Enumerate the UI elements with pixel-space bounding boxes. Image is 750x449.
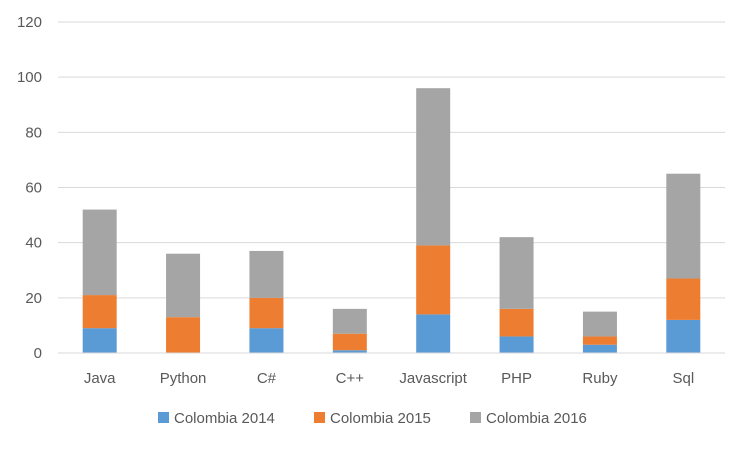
bar-segment [666, 173, 701, 279]
legend-swatch [158, 412, 169, 423]
bar-segment [82, 328, 117, 353]
bar-segment [249, 297, 284, 329]
bar-segment [332, 350, 367, 353]
legend-item: Colombia 2014 [158, 410, 275, 427]
bar-segment [332, 308, 367, 334]
y-tick-label: 80 [25, 124, 42, 141]
y-tick-label: 60 [25, 180, 42, 197]
legend-label: Colombia 2016 [486, 410, 587, 427]
bar-segment [416, 88, 451, 246]
legend-swatch [314, 412, 325, 423]
y-tick-label: 40 [25, 235, 42, 252]
x-tick-label: Sql [672, 370, 694, 387]
legend-item: Colombia 2016 [470, 410, 587, 427]
x-tick-label: PHP [501, 370, 532, 387]
bar-segment [249, 328, 284, 353]
legend-item: Colombia 2015 [314, 410, 431, 427]
bar-segment [166, 317, 201, 353]
bar-segment [416, 314, 451, 353]
y-axis-ticks: 0 20 40 60 80 100 120 [17, 14, 42, 362]
bar-segment [332, 333, 367, 351]
x-tick-label: Ruby [582, 370, 618, 387]
x-tick-label: C# [257, 370, 277, 387]
x-tick-label: Javascript [399, 370, 467, 387]
x-tick-label: Java [84, 370, 116, 387]
x-tick-label: Python [160, 370, 207, 387]
x-axis-ticks: Java Python C# C++ Javascript PHP Ruby Sql [84, 370, 694, 387]
legend-swatch [470, 412, 481, 423]
y-tick-label: 120 [17, 14, 42, 31]
legend-label: Colombia 2015 [330, 410, 431, 427]
bar-segment [582, 311, 617, 337]
bar-segment [82, 295, 117, 329]
y-tick-label: 20 [25, 290, 42, 307]
bar-segment [249, 250, 284, 298]
x-tick-label: C++ [336, 370, 365, 387]
gridlines [58, 21, 725, 299]
y-tick-label: 0 [34, 345, 42, 362]
bar-segment [499, 308, 534, 337]
bar-segment [499, 237, 534, 309]
legend: Colombia 2014 Colombia 2015 Colombia 2016 [158, 410, 587, 427]
legend-label: Colombia 2014 [174, 410, 275, 427]
bar-segment [666, 319, 701, 353]
bar-segment [416, 245, 451, 315]
bar-segment [82, 209, 117, 296]
bar-segment [582, 336, 617, 345]
bar-segment [582, 344, 617, 353]
bar-segment [166, 253, 201, 318]
y-tick-label: 100 [17, 69, 42, 86]
bars [82, 88, 701, 353]
bar-segment [666, 278, 701, 320]
bar-segment [499, 336, 534, 353]
